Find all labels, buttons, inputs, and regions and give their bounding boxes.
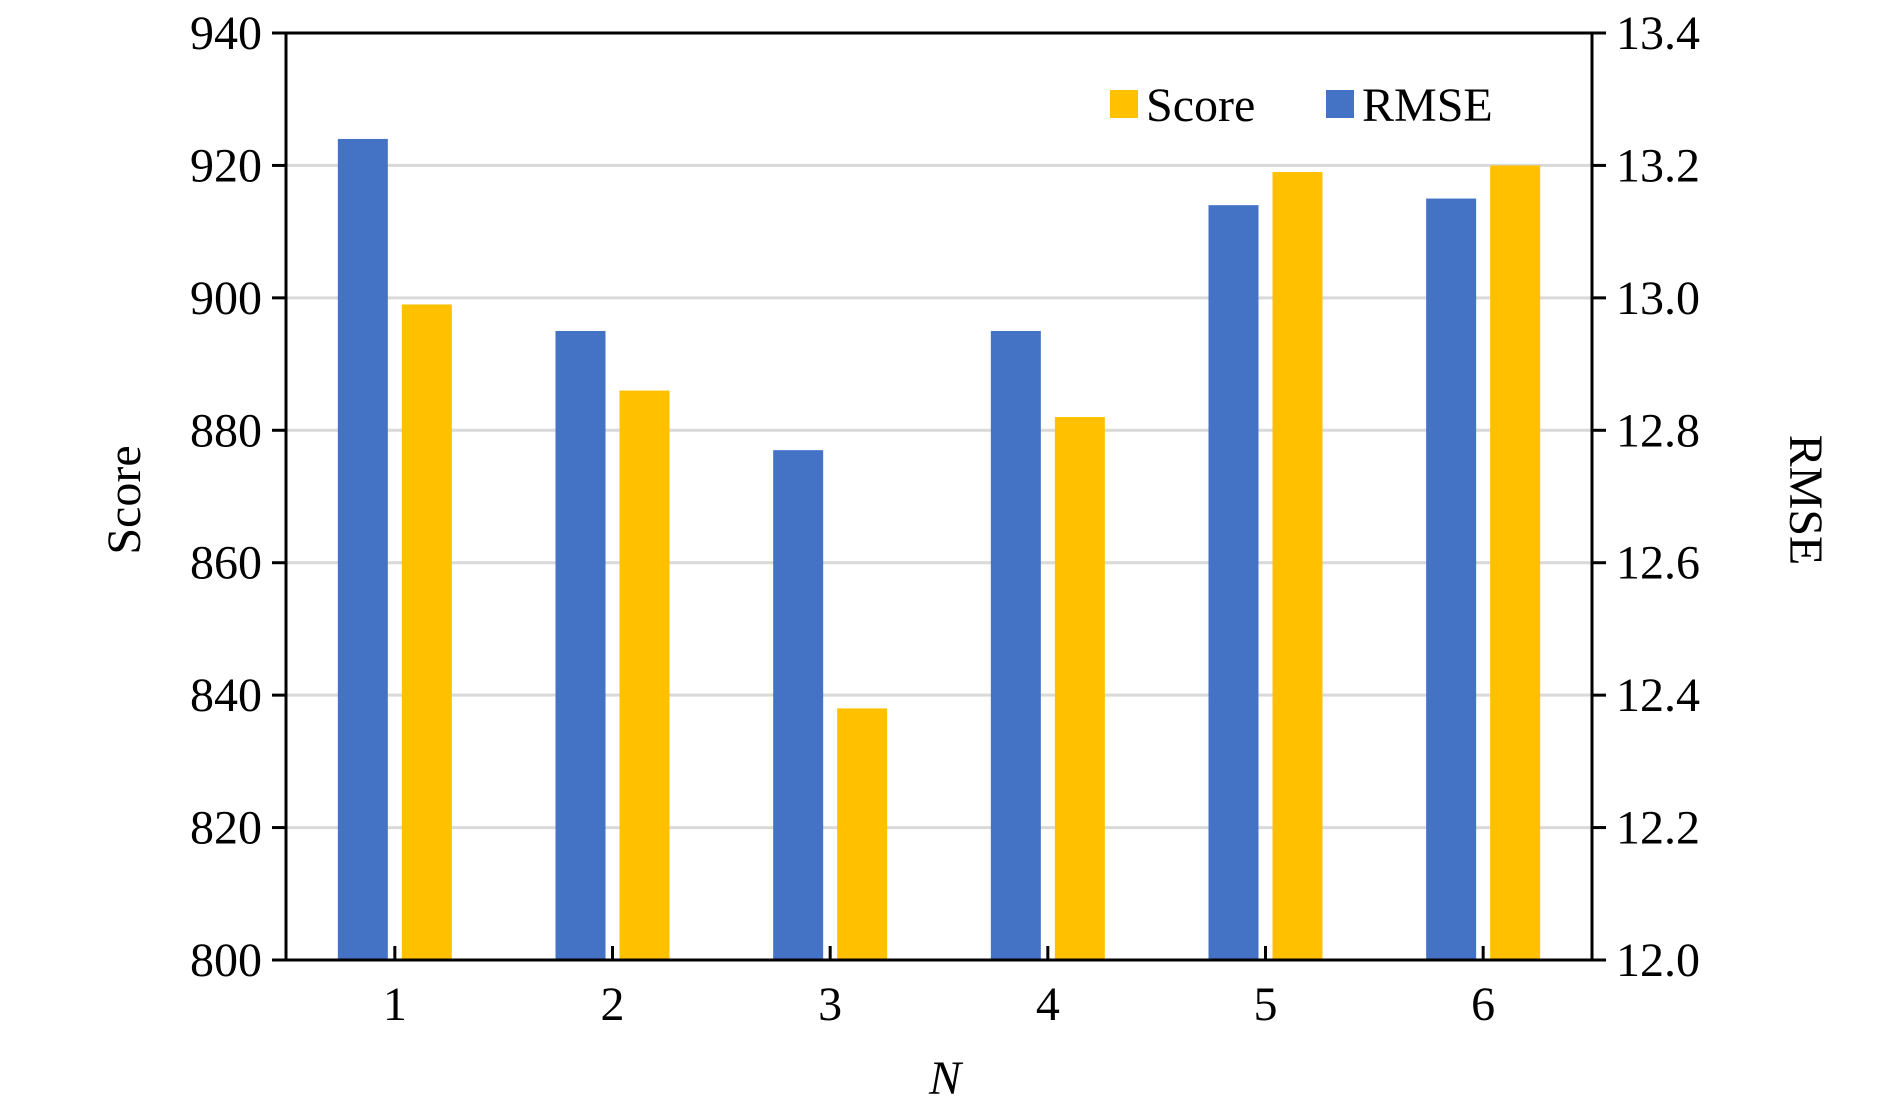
x-tick-label: 2	[601, 978, 625, 1031]
x-tick-label: 4	[1036, 978, 1060, 1031]
y-tick-label: 840	[190, 669, 262, 722]
y2-tick-label: 12.4	[1616, 669, 1700, 722]
bar-score	[619, 390, 670, 960]
bar-score	[1272, 172, 1323, 961]
y-tick-label: 940	[190, 7, 262, 60]
y2-tick-label: 13.0	[1616, 272, 1700, 325]
gridlines	[286, 163, 1592, 830]
bar-rmse	[1426, 198, 1477, 961]
legend-swatch	[1326, 90, 1354, 118]
y-tick-label: 800	[190, 934, 262, 987]
legend-label: RMSE	[1362, 79, 1493, 132]
bar-score	[1490, 165, 1541, 960]
bar-rmse	[337, 138, 388, 960]
y2-tick-label: 13.4	[1616, 7, 1700, 60]
y-tick-label: 820	[190, 802, 262, 855]
y-tick-label: 860	[190, 537, 262, 590]
bar-rmse	[773, 450, 824, 960]
x-tick-label: 6	[1471, 978, 1495, 1031]
bar-score	[837, 708, 888, 960]
legend: Score RMSE	[1110, 79, 1493, 132]
y2-tick-label: 12.8	[1616, 404, 1700, 457]
y2-tick-label: 13.2	[1616, 139, 1700, 192]
y2-tick-label: 12.2	[1616, 802, 1700, 855]
bar-rmse	[1208, 205, 1259, 960]
y-axis-title: Score	[98, 445, 151, 554]
x-tick-label: 3	[818, 978, 842, 1031]
bar-score	[1054, 417, 1105, 960]
axes: 800 820 840 860 880 900 920 940 12.0 12.2 12.4 12.6…	[190, 7, 1700, 1031]
bar-rmse	[555, 330, 606, 960]
bars	[337, 138, 1541, 961]
y-tick-label: 900	[190, 272, 262, 325]
bar-rmse	[990, 330, 1041, 960]
y2-tick-label: 12.0	[1616, 934, 1700, 987]
plot-frame	[284, 31, 1594, 962]
y2-tick-label: 12.6	[1616, 537, 1700, 590]
y2-axis-title: RMSE	[1779, 435, 1832, 566]
legend-label: Score	[1146, 79, 1255, 132]
x-tick-label: 5	[1254, 978, 1278, 1031]
bar-score	[401, 304, 452, 960]
legend-swatch	[1110, 90, 1138, 118]
y-tick-label: 880	[190, 404, 262, 457]
x-axis-title: N	[928, 1052, 964, 1105]
x-tick-label: 1	[383, 978, 407, 1031]
y-tick-label: 920	[190, 139, 262, 192]
